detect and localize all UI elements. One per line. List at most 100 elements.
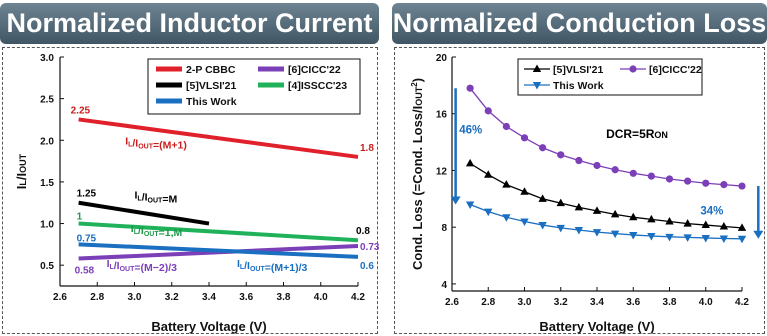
data-point: [484, 170, 493, 178]
data-point: [684, 177, 692, 185]
legend-label: [5]VLSI'21: [186, 80, 237, 92]
data-label: 0.8: [356, 226, 370, 237]
data-point: [611, 166, 619, 174]
inductor-current-panel: Normalized Inductor Current 2.6 2.8 3.0 3.2…: [0, 0, 380, 336]
y-tick-label: 3.0: [40, 53, 54, 64]
legend-label: 2-P CBBC: [186, 64, 236, 76]
data-point: [502, 180, 511, 188]
formula-annotation: IL/IOUT=(M−2)/3: [107, 258, 178, 274]
data-point: [701, 220, 710, 229]
data-point: [557, 151, 565, 159]
data-point: [466, 84, 474, 92]
data-label: 1.25: [77, 189, 97, 200]
y-tick-label: 12: [436, 166, 448, 177]
x-tick-label: 4.2: [735, 297, 749, 308]
data-label: 1.8: [360, 143, 374, 154]
legend-label: This Work: [553, 80, 604, 92]
x-tick-label: 3.6: [239, 292, 253, 303]
data-point: [484, 107, 492, 115]
y-tick-label: 8: [441, 223, 447, 234]
data-point: [665, 175, 674, 183]
data-point: [610, 230, 620, 239]
data-point: [502, 214, 511, 222]
series-line: [78, 242, 359, 259]
data-point: [465, 158, 475, 167]
series-markers: [466, 84, 746, 190]
data-point: [556, 198, 565, 207]
plot-frame: [394, 47, 765, 334]
legend-label: [6]CICC'22: [288, 64, 341, 76]
legend-label: [4]ISSCC'23: [288, 80, 347, 92]
x-tick-label: 3.2: [165, 292, 179, 303]
legend-label: [6]CICC'22: [649, 64, 702, 76]
data-point: [719, 235, 729, 244]
x-tick-label: 3.2: [554, 297, 568, 308]
data-point: [720, 181, 728, 189]
data-point: [539, 144, 547, 152]
legend-box: [147, 58, 361, 115]
data-point: [592, 229, 602, 237]
percent-annotation: 46%: [459, 125, 482, 137]
y-tick-label: 2.5: [40, 95, 54, 106]
formula-annotation: IL/IOUT=1,M: [131, 223, 183, 239]
data-point: [647, 172, 655, 180]
formula-annotation: IL/IOUT=(M+1): [125, 135, 187, 151]
y-axis-label: IL/IOUT: [14, 153, 29, 189]
x-tick-label: 2.8: [90, 292, 104, 303]
legend-label: This Work: [186, 96, 237, 108]
data-label: 0.73: [360, 242, 380, 253]
legend-label: [5]VLSI'21: [553, 64, 604, 76]
data-point: [629, 231, 638, 240]
series-line: [78, 200, 210, 226]
data-label: 1: [77, 212, 83, 223]
data-label: 0.6: [360, 261, 374, 272]
series-line: [78, 221, 359, 243]
x-tick-label: 3.0: [518, 297, 532, 308]
x-axis-label: Battery Voltage (V): [151, 319, 266, 334]
y-tick-label: 1.0: [40, 220, 54, 231]
data-point: [465, 201, 475, 209]
x-tick-label: 3.6: [626, 297, 640, 308]
formula-annotation: IL/IOUT=M: [135, 190, 178, 206]
data-point: [538, 222, 547, 230]
data-point: [701, 234, 710, 243]
data-point: [719, 221, 729, 230]
data-point: [556, 224, 565, 233]
inductor-current-chart: 2.6 2.8 3.0 3.2 3.4 3.6 3.8 4.0 4.2 0.5 1.0 1.5 2.0 2…: [14, 53, 380, 334]
y-tick-label: 4: [441, 280, 447, 291]
data-point: [484, 208, 493, 217]
x-tick-label: 3.4: [202, 292, 216, 303]
data-label: 0.58: [75, 266, 95, 277]
series-markers: [465, 158, 747, 231]
data-point: [737, 235, 747, 244]
reduction-arrow-left-head: [450, 196, 461, 205]
data-point: [574, 227, 584, 235]
data-point: [738, 182, 746, 190]
data-point: [665, 233, 674, 242]
x-tick-label: 2.6: [445, 297, 459, 308]
series-markers: [465, 201, 747, 244]
y-tick-label: 20: [436, 53, 448, 64]
data-point: [575, 156, 583, 165]
x-tick-label: 2.6: [53, 292, 67, 303]
legend-box: [517, 58, 703, 96]
data-point: [532, 64, 542, 72]
reduction-arrow-right-head: [753, 230, 764, 239]
data-point: [593, 161, 601, 170]
data-point: [647, 214, 656, 223]
x-tick-label: 3.8: [277, 292, 291, 303]
y-axis-label: Cond. Loss (=Cond. Loss/IOUT2): [410, 78, 425, 270]
series-line: [78, 117, 359, 159]
legend: [5]VLSI'21 [6]CICC'22 This Work: [517, 58, 703, 96]
data-point: [532, 82, 542, 90]
data-point: [520, 218, 529, 227]
data-point: [702, 179, 710, 187]
series-line: [469, 203, 743, 240]
data-point: [502, 122, 510, 131]
x-tick-label: 4.2: [351, 292, 365, 303]
conduction-loss-chart: 2.6 2.8 3.0 3.2 3.4 3.6 3.8 4.0 4.2 4 8 12 16 20 Batte…: [410, 53, 764, 334]
x-axis-label: Battery Voltage (V): [539, 319, 654, 334]
formula-annotation: IL/IOUT=(M+1)/3: [237, 258, 308, 274]
conduction-loss-panel: Normalized Conduction Loss 2.6 2.8 3.0 3.2 3…: [392, 0, 767, 336]
data-label: 0.75: [77, 233, 97, 244]
